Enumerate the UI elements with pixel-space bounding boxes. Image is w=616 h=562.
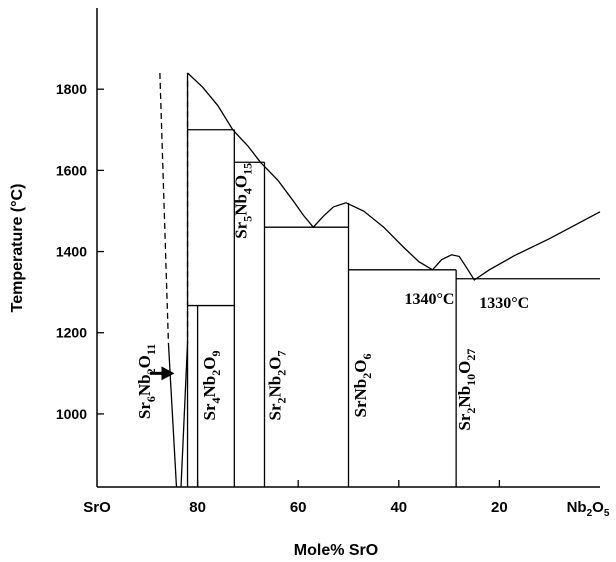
phase-label-sr1: SrNb2O6 xyxy=(351,354,374,418)
ss-boundary-3 xyxy=(180,342,189,488)
x-ticks: 80 60 40 20 xyxy=(189,480,508,516)
ss-boundary-0 xyxy=(159,72,170,343)
ss-boundary-2 xyxy=(167,342,178,488)
arrow-head xyxy=(161,366,175,381)
x-end-right-sub1: 2 xyxy=(587,508,593,519)
eutectic-label-0: 1340°C xyxy=(405,291,455,308)
x-end-label-right: Nb2O5 xyxy=(567,499,610,519)
x-axis-label: Mole% SrO xyxy=(294,542,378,559)
y-tick-label-1200: 1200 xyxy=(56,325,87,341)
eutectic-label-1: 1330°C xyxy=(479,295,529,312)
x-end-right-sub2: 5 xyxy=(604,508,610,519)
x-end-right-main: Nb xyxy=(567,499,587,516)
y-axis-label: Temperature (°C) xyxy=(9,184,26,313)
phase-label-sr2a: Sr2Nb2O7 xyxy=(266,351,289,421)
y-tick-label-1600: 1600 xyxy=(56,162,87,178)
x-tick-label-60: 60 xyxy=(290,499,307,516)
phase-label-sr4: Sr4Nb2O9 xyxy=(200,351,223,421)
y-tick-label-1800: 1800 xyxy=(56,81,87,97)
x-end-right-mid: O xyxy=(592,499,604,516)
x-tick-label-80: 80 xyxy=(189,499,206,516)
invariant-lines xyxy=(187,129,600,307)
y-tick-label-1400: 1400 xyxy=(56,244,87,260)
x-tick-label-40: 40 xyxy=(390,499,407,516)
eutectic-labels: 1340°C 1330°C xyxy=(405,291,530,312)
solid-solution-boundaries xyxy=(159,72,189,488)
compound-lines xyxy=(186,72,457,487)
x-end-label-left: SrO xyxy=(83,499,111,516)
phase-label-sr2b: Sr2Nb10O27 xyxy=(455,349,478,431)
y-tick-label-1000: 1000 xyxy=(56,406,87,422)
y-ticks: 1000 1200 1400 1600 1800 xyxy=(56,81,104,422)
arrow-mark xyxy=(149,366,175,381)
phase-labels: Sr6Nb2O11 Sr4Nb2O9 Sr5Nb4O15 Sr2Nb2O7 SrNb2O… xyxy=(135,163,478,431)
liquidus-curve xyxy=(187,72,601,281)
x-tick-label-20: 20 xyxy=(491,499,508,516)
phase-label-sr5: Sr5Nb4O15 xyxy=(231,163,254,239)
phase-label-sr6: Sr6Nb2O11 xyxy=(135,344,158,419)
